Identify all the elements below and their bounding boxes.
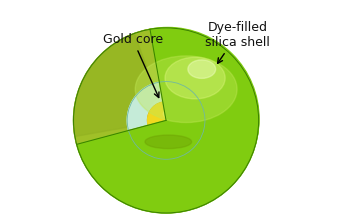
Ellipse shape: [165, 57, 225, 99]
Ellipse shape: [135, 56, 237, 122]
Wedge shape: [148, 102, 166, 125]
Circle shape: [77, 27, 259, 210]
Circle shape: [148, 102, 184, 139]
Circle shape: [74, 28, 259, 213]
Text: Dye-filled
silica shell: Dye-filled silica shell: [205, 21, 270, 63]
Circle shape: [127, 82, 205, 159]
Text: Gold core: Gold core: [103, 33, 163, 97]
Ellipse shape: [188, 60, 216, 78]
Wedge shape: [127, 82, 166, 130]
Ellipse shape: [145, 135, 192, 149]
Circle shape: [149, 102, 184, 137]
Ellipse shape: [165, 57, 225, 99]
Ellipse shape: [163, 109, 176, 119]
Wedge shape: [77, 28, 259, 213]
Ellipse shape: [150, 96, 193, 125]
Ellipse shape: [188, 60, 216, 78]
Wedge shape: [74, 29, 166, 144]
Ellipse shape: [135, 56, 237, 122]
Wedge shape: [74, 33, 166, 136]
